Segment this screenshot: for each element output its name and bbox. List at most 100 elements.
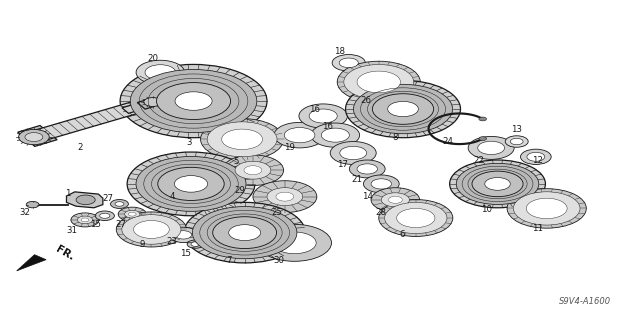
Circle shape: [115, 202, 124, 206]
Text: 15: 15: [180, 250, 191, 259]
Text: 31: 31: [67, 226, 77, 235]
Circle shape: [385, 203, 447, 234]
Text: 28: 28: [375, 208, 386, 217]
Circle shape: [157, 83, 230, 120]
Text: 3: 3: [186, 138, 192, 147]
Circle shape: [267, 188, 303, 205]
Text: 10: 10: [481, 205, 492, 214]
Circle shape: [344, 65, 413, 100]
Circle shape: [507, 189, 586, 228]
Circle shape: [284, 127, 315, 143]
Circle shape: [257, 224, 332, 261]
Circle shape: [235, 161, 271, 179]
Text: 2: 2: [78, 143, 83, 152]
Circle shape: [111, 199, 129, 208]
Circle shape: [136, 60, 184, 84]
Circle shape: [253, 181, 317, 212]
Circle shape: [357, 71, 401, 93]
Circle shape: [168, 227, 198, 243]
Circle shape: [340, 146, 367, 160]
Circle shape: [76, 195, 95, 204]
Polygon shape: [20, 96, 163, 144]
Circle shape: [346, 80, 461, 138]
Polygon shape: [18, 125, 57, 146]
Circle shape: [191, 242, 200, 246]
Circle shape: [450, 160, 545, 208]
Circle shape: [468, 136, 514, 159]
Circle shape: [388, 196, 403, 203]
Text: 14: 14: [362, 192, 373, 201]
Circle shape: [456, 163, 539, 204]
Text: 21: 21: [351, 175, 362, 184]
Circle shape: [222, 155, 284, 186]
Text: 1: 1: [65, 189, 70, 198]
Circle shape: [95, 211, 115, 220]
Text: 11: 11: [532, 224, 543, 233]
Circle shape: [221, 129, 262, 149]
Text: 13: 13: [511, 125, 522, 134]
Text: 24: 24: [442, 137, 453, 146]
Circle shape: [184, 202, 305, 263]
Circle shape: [276, 192, 294, 201]
Circle shape: [134, 220, 170, 238]
Circle shape: [388, 101, 419, 117]
Circle shape: [510, 138, 523, 145]
Circle shape: [332, 54, 365, 71]
Circle shape: [397, 208, 435, 228]
Polygon shape: [137, 100, 155, 109]
Circle shape: [505, 136, 528, 147]
Circle shape: [131, 69, 257, 132]
Text: 7: 7: [227, 256, 232, 265]
Text: 25: 25: [271, 208, 282, 217]
Text: S9V4-A1600: S9V4-A1600: [559, 297, 611, 306]
Text: 19: 19: [284, 143, 295, 152]
Circle shape: [122, 215, 181, 244]
Text: 17: 17: [337, 160, 348, 169]
Circle shape: [228, 225, 260, 241]
Circle shape: [175, 231, 191, 239]
Circle shape: [100, 213, 110, 218]
Text: 20: 20: [147, 54, 158, 63]
Text: 27: 27: [115, 220, 126, 229]
Circle shape: [527, 152, 545, 161]
Circle shape: [379, 199, 453, 236]
Circle shape: [125, 210, 140, 218]
Circle shape: [25, 132, 43, 141]
Circle shape: [244, 166, 262, 175]
Circle shape: [311, 123, 360, 147]
Polygon shape: [67, 192, 103, 208]
Text: 6: 6: [399, 230, 404, 239]
Text: 9: 9: [140, 240, 145, 249]
Text: 26: 26: [360, 96, 371, 105]
Circle shape: [520, 149, 551, 164]
Text: 16: 16: [322, 122, 333, 131]
Circle shape: [207, 122, 277, 157]
Circle shape: [127, 152, 255, 216]
Circle shape: [339, 58, 358, 68]
Circle shape: [479, 117, 486, 121]
Text: 15: 15: [90, 220, 100, 229]
Text: 18: 18: [333, 47, 345, 56]
Circle shape: [357, 164, 378, 174]
Circle shape: [337, 61, 420, 103]
Text: 23: 23: [166, 237, 177, 246]
Circle shape: [309, 109, 337, 123]
Circle shape: [274, 123, 325, 148]
Text: 30: 30: [273, 256, 284, 265]
Polygon shape: [17, 255, 46, 271]
Circle shape: [273, 232, 316, 254]
Circle shape: [484, 178, 510, 190]
Circle shape: [81, 218, 89, 222]
Circle shape: [174, 176, 207, 192]
Circle shape: [187, 240, 204, 248]
Text: 29: 29: [235, 186, 246, 195]
Circle shape: [26, 201, 39, 208]
Circle shape: [136, 156, 246, 211]
Circle shape: [526, 198, 567, 219]
Circle shape: [175, 92, 212, 110]
Circle shape: [330, 141, 376, 164]
Circle shape: [477, 141, 504, 155]
Circle shape: [371, 179, 392, 189]
Circle shape: [513, 192, 580, 225]
Circle shape: [349, 160, 385, 178]
